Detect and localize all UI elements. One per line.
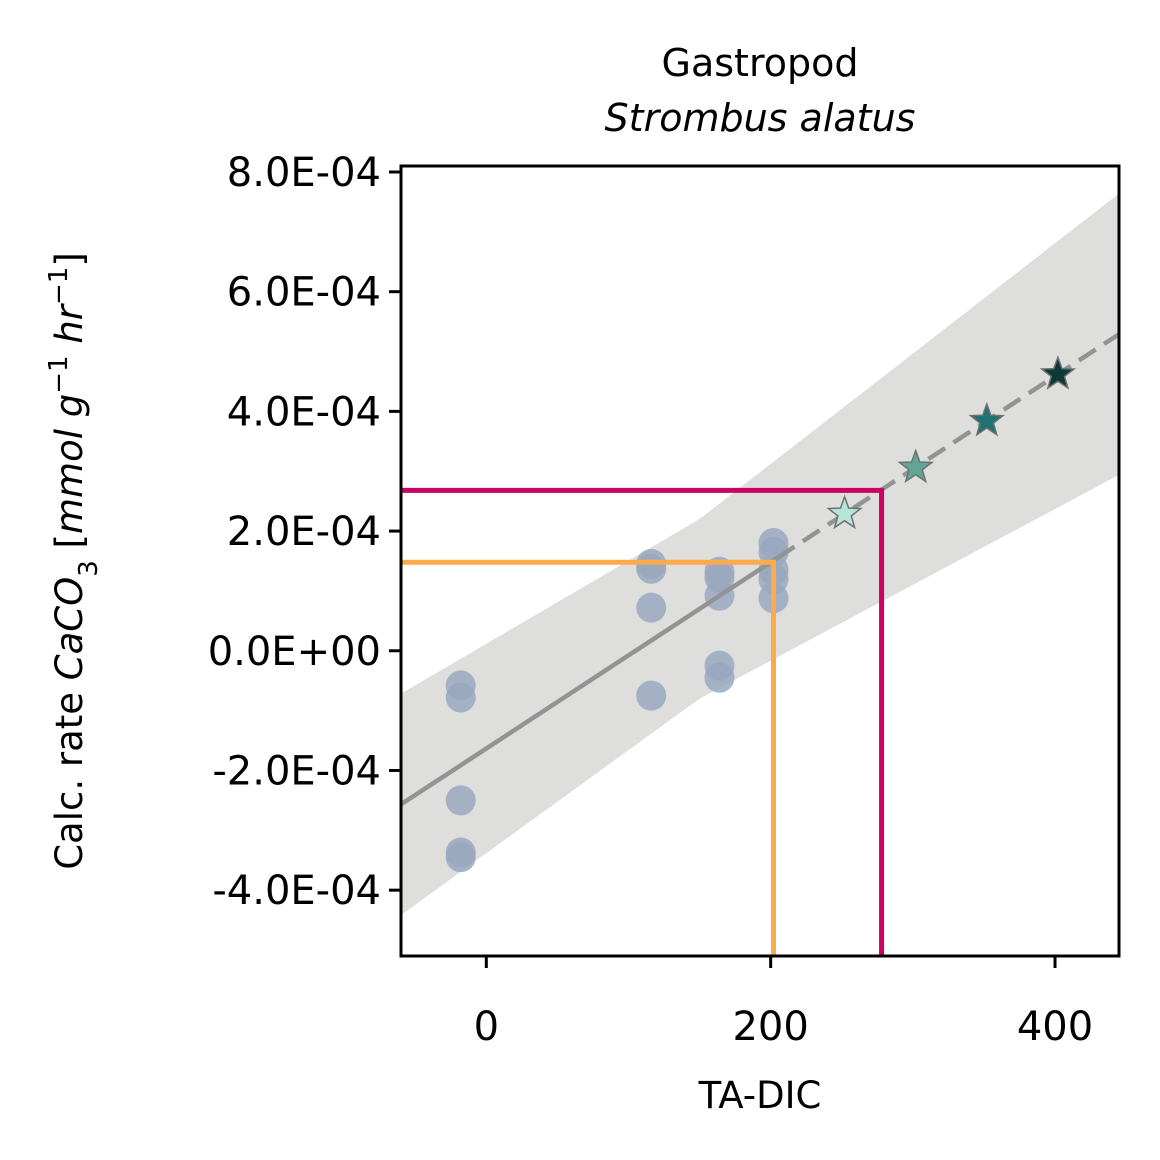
y-tick-label: 2.0E-04: [227, 509, 381, 555]
observation-point: [636, 553, 667, 584]
y-axis-label-bracket-close: ]: [48, 252, 91, 266]
y-tick-label: -4.0E-04: [212, 868, 381, 914]
observation-point: [445, 682, 476, 713]
observation-point: [636, 680, 667, 711]
y-tick-label: 8.0E-04: [227, 150, 381, 196]
projection-star-marker: [826, 494, 863, 530]
y-axis-label-prefix: Calc. rate: [48, 680, 91, 870]
y-axis: 8.0E-04 6.0E-04 4.0E-04 2.0E-04 0.0E+00 -2.0E…: [208, 150, 401, 914]
y-tick-label: 6.0E-04: [227, 270, 381, 316]
reference-line: [401, 559, 777, 956]
x-tick-label: 400: [1017, 1004, 1093, 1050]
projection-star-marker: [1039, 355, 1077, 390]
y-tick-label: 0.0E+00: [208, 629, 381, 675]
y-axis-label-species: CaCO: [48, 577, 91, 680]
x-axis: 0 200 400: [474, 956, 1093, 1050]
observation-point: [704, 662, 735, 693]
chart-subtitle: Strombus alatus: [605, 96, 916, 140]
y-tick-label: 4.0E-04: [227, 389, 381, 435]
plot-area: [401, 193, 1119, 956]
projection-star-marker: [968, 401, 1005, 437]
y-axis-label-exponent-2: −1: [44, 267, 74, 305]
y-tick-label: -2.0E-04: [212, 748, 381, 794]
x-tick-label: 0: [474, 1004, 499, 1050]
projection-star-marker: [897, 448, 935, 484]
chart-title: Gastropod: [662, 41, 859, 85]
observation-point: [636, 592, 667, 623]
observation-point: [445, 785, 476, 816]
x-axis-label: TA-DIC: [698, 1074, 822, 1117]
y-axis-label-unit-hr: hr: [48, 302, 91, 355]
y-axis-label-unit-mmol: mmol g: [48, 394, 91, 534]
regression-line-fitted: [401, 555, 780, 807]
y-axis-label-subscript: 3: [74, 560, 104, 577]
y-axis-label-bracket-open: [: [48, 534, 91, 560]
y-axis-label: Calc. rate CaCO3 [mmol g−1 hr−1]: [44, 252, 104, 870]
observation-point: [445, 842, 476, 873]
reference-line: [401, 487, 885, 956]
plot-frame: [399, 164, 1121, 958]
y-axis-label-exponent-1: −1: [44, 355, 74, 393]
x-tick-label: 200: [732, 1004, 808, 1050]
